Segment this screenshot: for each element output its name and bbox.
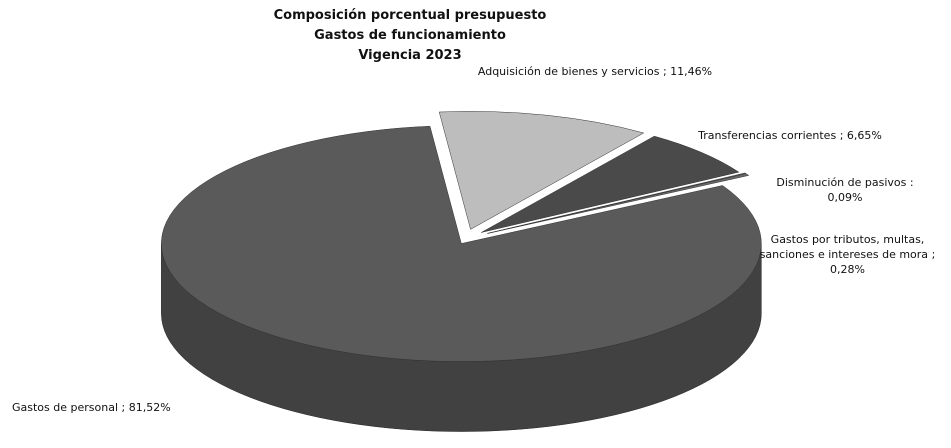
data-label: Adquisición de bienes y servicios ; 11,4… [470, 64, 720, 79]
label-value: ; 0,28% [830, 248, 936, 276]
slice [487, 173, 750, 234]
title-line: Composición porcentual presupuesto [273, 8, 547, 23]
label-value: ; 6,65% [839, 129, 882, 142]
label-category: Adquisición de bienes y servicios [477, 65, 660, 78]
data-label: Gastos de personal ; 81,52% [12, 400, 252, 415]
label-value: : 0,09% [827, 176, 914, 204]
label-category: Gastos de personal [12, 401, 119, 414]
slice-tops [161, 111, 762, 362]
data-label: Transferencias corrientes ; 6,65% [660, 128, 920, 143]
title-line: Vigencia 2023 [358, 48, 462, 63]
label-category: Gastos por tributos, multas, sanciones e… [759, 233, 929, 261]
slice [438, 111, 645, 230]
title-line: Gastos de funcionamiento [314, 28, 506, 43]
label-value: ; 11,46% [662, 65, 713, 78]
slice [481, 135, 740, 233]
slice [161, 125, 762, 362]
label-category: Disminución de pasivos [776, 176, 907, 189]
data-label: Disminución de pasivos : 0,09% [760, 175, 930, 205]
chart-title: Composición porcentual presupuesto Gasto… [210, 6, 610, 66]
data-label: Gastos por tributos, multas, sanciones e… [745, 232, 950, 277]
label-category: Transferencias corrientes [698, 129, 837, 142]
label-value: ; 81,52% [121, 401, 171, 414]
